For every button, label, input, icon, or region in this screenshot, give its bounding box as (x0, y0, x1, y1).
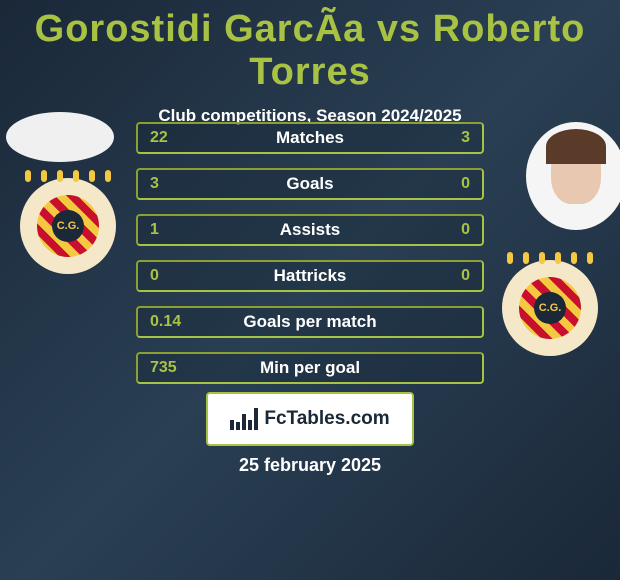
stat-label: Min per goal (260, 358, 360, 378)
player-left-avatar (6, 112, 114, 162)
date-label: 25 february 2025 (0, 455, 620, 476)
badge-text: C.G. (52, 210, 84, 242)
club-right-badge: C.G. (502, 260, 598, 356)
club-left-badge: C.G. (20, 178, 116, 274)
badge-rays (20, 170, 116, 182)
face-icon (551, 139, 601, 204)
stat-right-value: 0 (461, 221, 470, 239)
stat-label: Matches (276, 128, 344, 148)
stat-label: Goals (286, 174, 333, 194)
badge-text: C.G. (534, 292, 566, 324)
stat-row: 735 Min per goal (136, 352, 484, 384)
stat-left-value: 22 (150, 129, 168, 147)
stat-row: 22 Matches 3 (136, 122, 484, 154)
stat-label: Assists (280, 220, 340, 240)
fctables-link[interactable]: FcTables.com (206, 392, 414, 446)
stat-right-value: 3 (461, 129, 470, 147)
stat-right-value: 0 (461, 267, 470, 285)
stat-right-value: 0 (461, 175, 470, 193)
player-right-avatar (526, 122, 620, 230)
stat-left-value: 1 (150, 221, 159, 239)
stat-row: 0.14 Goals per match (136, 306, 484, 338)
stat-left-value: 0.14 (150, 313, 181, 331)
stat-row: 1 Assists 0 (136, 214, 484, 246)
stat-row: 0 Hattricks 0 (136, 260, 484, 292)
stat-left-value: 3 (150, 175, 159, 193)
stat-left-value: 735 (150, 359, 177, 377)
stat-left-value: 0 (150, 267, 159, 285)
chart-icon (230, 408, 258, 430)
badge-rays (502, 252, 598, 264)
stat-label: Hattricks (274, 266, 347, 286)
stat-label: Goals per match (243, 312, 376, 332)
stats-table: 22 Matches 3 3 Goals 0 1 Assists 0 0 Hat… (136, 122, 484, 398)
page-title: Gorostidi GarcÃ­a vs Roberto Torres (0, 0, 620, 94)
logo-text: FcTables.com (264, 408, 389, 430)
stat-row: 3 Goals 0 (136, 168, 484, 200)
